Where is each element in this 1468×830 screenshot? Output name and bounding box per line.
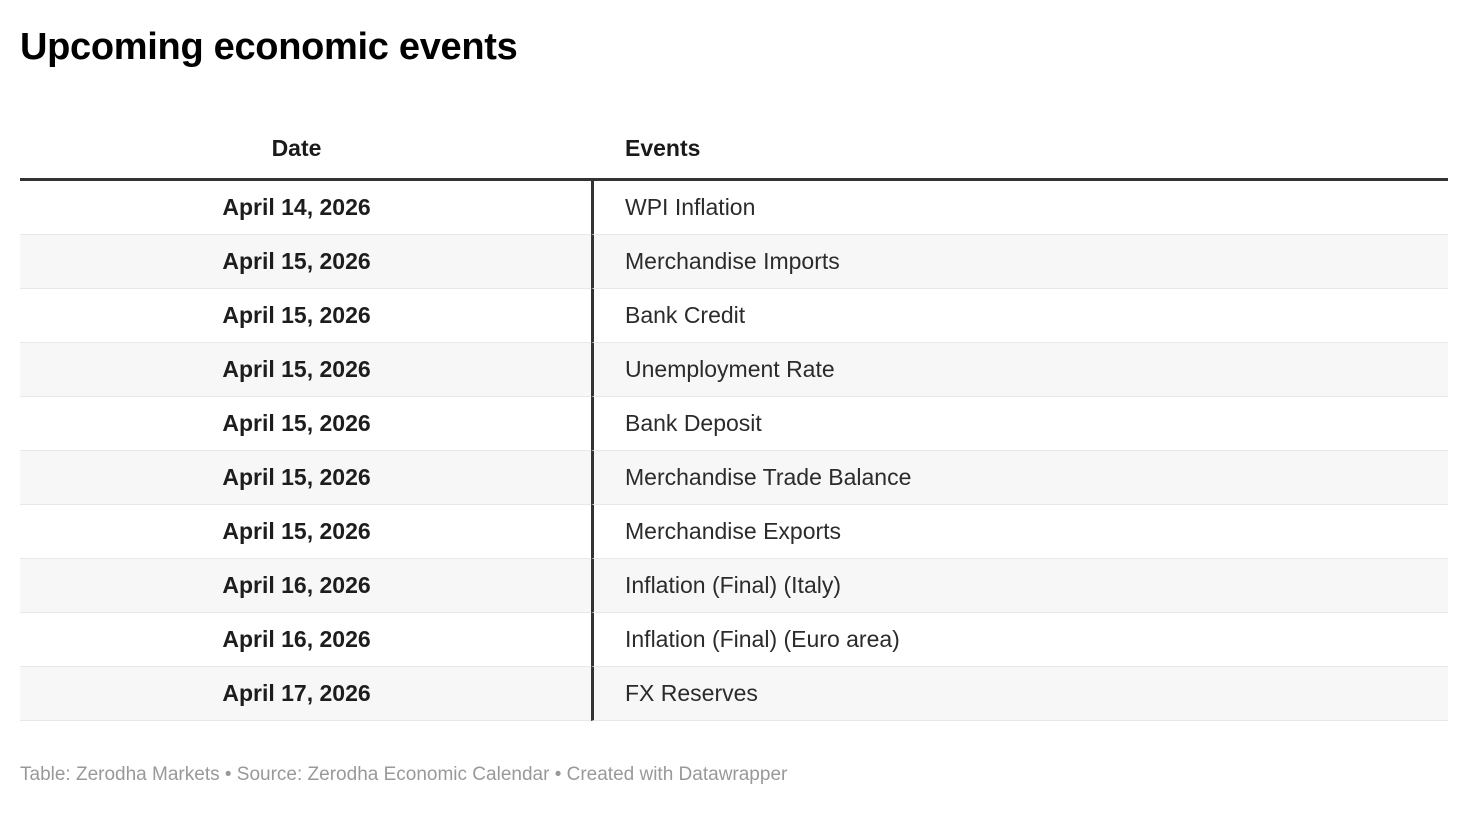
date-cell: April 14, 2026	[20, 181, 591, 235]
event-cell: Bank Credit	[591, 289, 1448, 343]
date-cell: April 15, 2026	[20, 235, 591, 289]
table-row: April 16, 2026 Inflation (Final) (Euro a…	[20, 613, 1448, 667]
event-cell: FX Reserves	[591, 667, 1448, 721]
date-cell: April 16, 2026	[20, 613, 591, 667]
table-row: April 15, 2026 Merchandise Imports	[20, 235, 1448, 289]
header-row: Date Events	[20, 118, 1448, 181]
event-cell: WPI Inflation	[591, 181, 1448, 235]
economic-events-table: Date Events April 14, 2026 WPI Inflation…	[20, 118, 1448, 721]
table-row: April 15, 2026 Merchandise Exports	[20, 505, 1448, 559]
table-row: April 15, 2026 Bank Credit	[20, 289, 1448, 343]
page-container: Upcoming economic events Date Events Apr…	[0, 24, 1468, 787]
event-cell: Merchandise Imports	[591, 235, 1448, 289]
event-cell: Inflation (Final) (Euro area)	[591, 613, 1448, 667]
table-row: April 16, 2026 Inflation (Final) (Italy)	[20, 559, 1448, 613]
date-cell: April 15, 2026	[20, 397, 591, 451]
page-title: Upcoming economic events	[20, 26, 518, 68]
column-header-events: Events	[591, 118, 1448, 181]
date-cell: April 15, 2026	[20, 289, 591, 343]
table-body: April 14, 2026 WPI Inflation April 15, 2…	[20, 181, 1448, 721]
table-row: April 15, 2026 Bank Deposit	[20, 397, 1448, 451]
table-row: April 17, 2026 FX Reserves	[20, 667, 1448, 721]
event-cell: Merchandise Trade Balance	[591, 451, 1448, 505]
date-cell: April 15, 2026	[20, 343, 591, 397]
date-cell: April 15, 2026	[20, 451, 591, 505]
table-row: April 15, 2026 Unemployment Rate	[20, 343, 1448, 397]
event-cell: Unemployment Rate	[591, 343, 1448, 397]
table-header: Date Events	[20, 118, 1448, 181]
table-row: April 15, 2026 Merchandise Trade Balance	[20, 451, 1448, 505]
date-cell: April 15, 2026	[20, 505, 591, 559]
event-cell: Merchandise Exports	[591, 505, 1448, 559]
attribution-footer: Table: Zerodha Markets • Source: Zerodha…	[20, 764, 788, 785]
column-header-date: Date	[20, 118, 591, 181]
event-cell: Inflation (Final) (Italy)	[591, 559, 1448, 613]
table-row: April 14, 2026 WPI Inflation	[20, 181, 1448, 235]
date-cell: April 17, 2026	[20, 667, 591, 721]
date-cell: April 16, 2026	[20, 559, 591, 613]
event-cell: Bank Deposit	[591, 397, 1448, 451]
